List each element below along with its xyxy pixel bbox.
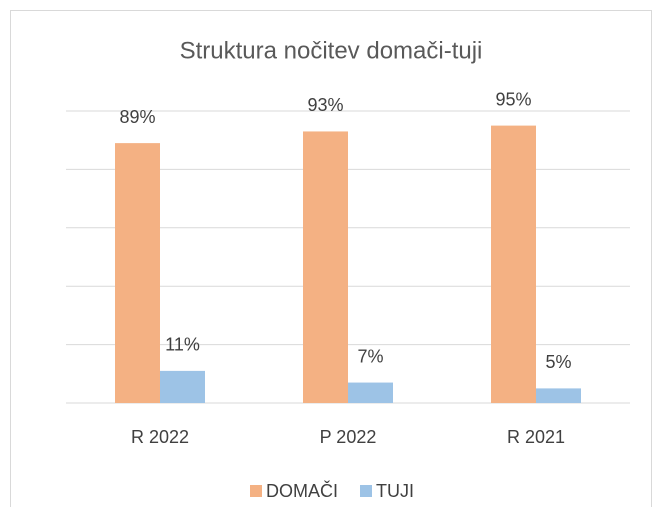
bar — [160, 370, 205, 403]
data-label: 7% — [357, 346, 383, 366]
data-label: 11% — [165, 335, 200, 355]
x-tick-label: R 2021 — [507, 427, 565, 447]
bar — [491, 125, 536, 403]
legend-swatch — [250, 485, 262, 497]
data-label: 5% — [545, 352, 571, 372]
bar — [348, 382, 393, 403]
bar — [303, 131, 348, 403]
x-tick-label: P 2022 — [320, 427, 377, 447]
data-label: 89% — [119, 107, 155, 127]
legend-label: TUJI — [376, 481, 414, 501]
bar — [115, 143, 160, 403]
data-label: 95% — [495, 89, 531, 109]
x-tick-label: R 2022 — [131, 427, 189, 447]
chart-title: Struktura nočitev domači-tuji — [180, 37, 483, 64]
bar — [536, 388, 581, 403]
data-label: 93% — [307, 95, 343, 115]
legend-swatch — [360, 485, 372, 497]
legend-label: DOMAČI — [266, 480, 338, 501]
